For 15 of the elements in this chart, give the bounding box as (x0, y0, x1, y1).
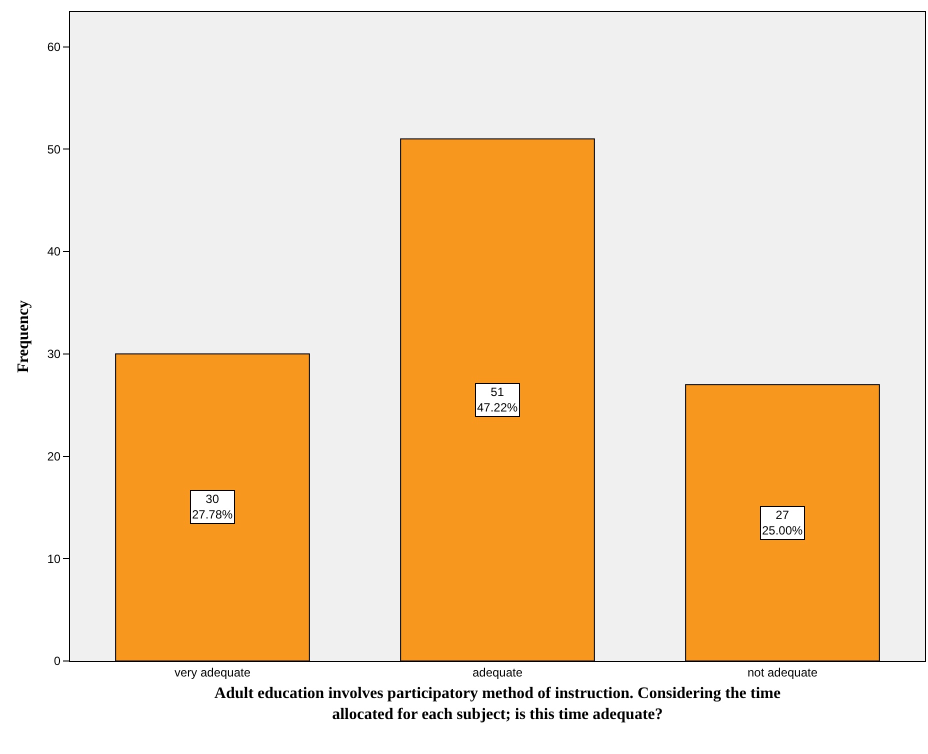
y-tick-label: 0 (54, 654, 61, 668)
x-axis-title: Adult education involves participatory method of instruction. Considering the time allocated for each subject; is this time adequate? (214, 685, 781, 723)
data-label: 51 47.22% (477, 385, 518, 415)
y-tick-label: 20 (47, 449, 61, 464)
x-tick-label: adequate (472, 665, 523, 680)
y-tick-label: 10 (47, 552, 61, 566)
data-label: 30 27.78% (192, 492, 234, 522)
data-label: 27 25.00% (762, 508, 804, 538)
x-tick-label: not adequate (747, 665, 818, 680)
y-tick-label: 50 (47, 142, 61, 156)
y-tick-label: 60 (47, 40, 61, 54)
x-tick-label: very adequate (174, 665, 251, 680)
y-tick-label: 40 (47, 244, 61, 259)
y-tick-label: 30 (47, 347, 61, 362)
y-axis-title: Frequency (15, 300, 32, 373)
